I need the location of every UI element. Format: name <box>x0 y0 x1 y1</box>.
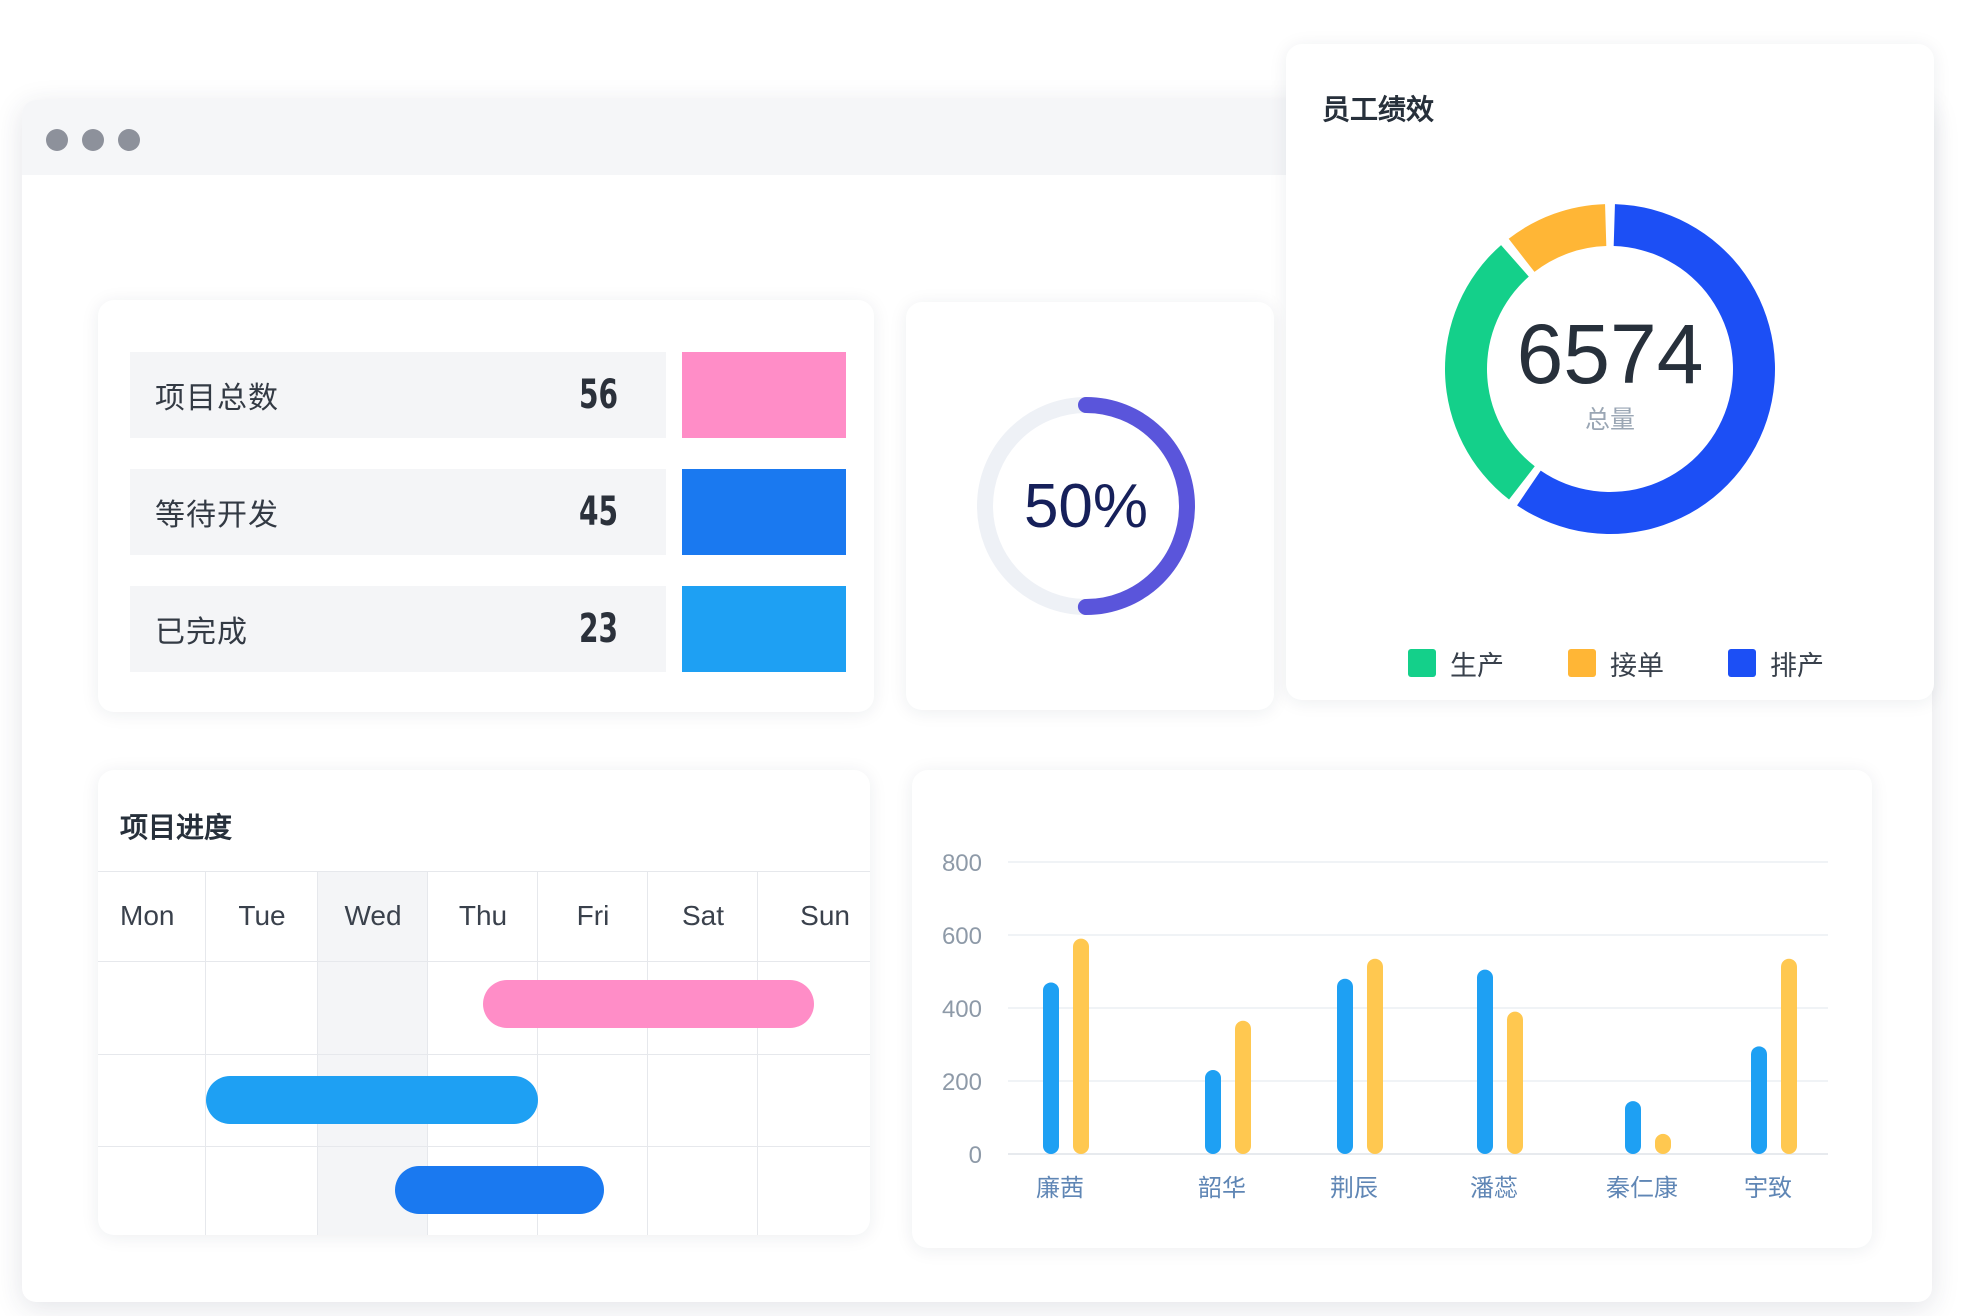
legend-swatch <box>1408 649 1436 677</box>
legend-swatch <box>1728 649 1756 677</box>
gantt-task-bar[interactable] <box>395 1166 604 1214</box>
donut-segment-1[interactable] <box>1508 204 1607 272</box>
x-tick-label: 宇致 <box>1744 1174 1792 1202</box>
gauge-percent-text: 50% <box>1023 471 1149 541</box>
gantt-day-label: Fri <box>576 900 610 931</box>
bar-blue[interactable] <box>1205 1070 1221 1154</box>
stat-row-done: 已完成 23 <box>130 586 666 672</box>
x-tick-label: 秦仁康 <box>1606 1174 1678 1202</box>
bar-yellow[interactable] <box>1367 958 1383 1154</box>
window-maximize-dot[interactable] <box>118 129 140 151</box>
stat-swatch-pending <box>682 469 846 555</box>
stat-row-total: 项目总数 56 <box>130 352 666 438</box>
donut-total-label: 总量 <box>1584 405 1635 434</box>
bar-yellow[interactable] <box>1073 938 1089 1154</box>
legend-label: 排产 <box>1770 650 1824 682</box>
bar-chart: 0 200 400 600 800 廉茜 韶华 荆辰 潘蕊 秦仁康 宇致 <box>942 850 1828 1202</box>
gantt-column-tue <box>206 871 318 1235</box>
stat-value: 45 <box>578 489 618 535</box>
window-minimize-dot[interactable] <box>82 129 104 151</box>
bar-yellow[interactable] <box>1655 1133 1671 1154</box>
stat-label: 项目总数 <box>155 381 279 416</box>
gantt-task-bar[interactable] <box>206 1076 538 1124</box>
gantt-column-fri <box>538 871 648 1235</box>
bar-blue[interactable] <box>1625 1101 1641 1154</box>
gantt-day-label: Mon <box>120 900 175 931</box>
legend-label: 接单 <box>1610 650 1664 682</box>
y-tick-label: 200 <box>942 1069 982 1096</box>
bar-yellow[interactable] <box>1235 1020 1251 1154</box>
employee-card-title: 员工绩效 <box>1322 93 1435 126</box>
x-tick-label: 韶华 <box>1198 1174 1246 1202</box>
stat-swatch-done <box>682 586 846 672</box>
stat-row-pending: 等待开发 45 <box>130 469 666 555</box>
legend-label: 生产 <box>1450 650 1504 682</box>
y-tick-label: 800 <box>942 850 982 877</box>
legend-item-orders[interactable]: 接单 <box>1568 648 1664 682</box>
gantt-title: 项目进度 <box>120 811 233 844</box>
legend-swatch <box>1568 649 1596 677</box>
gantt-day-label: Thu <box>458 900 508 931</box>
gantt-column-mon <box>98 871 206 1235</box>
gantt-day-label: Wed <box>344 900 402 931</box>
bar-blue[interactable] <box>1043 982 1059 1154</box>
gantt-task-bar[interactable] <box>483 980 814 1028</box>
employee-performance-card: 员工绩效 6574 总量 生产 接单 排产 <box>1286 44 1934 700</box>
gantt-grid: Mon Tue Wed Thu Fri Sat Sun <box>98 871 870 1235</box>
x-tick-label: 廉茜 <box>1036 1174 1084 1202</box>
progress-gauge <box>977 397 1195 615</box>
stat-value: 56 <box>578 372 618 418</box>
gantt-divider <box>98 871 870 872</box>
y-tick-label: 0 <box>969 1142 982 1169</box>
legend-item-production[interactable]: 生产 <box>1408 648 1504 682</box>
y-tick-label: 600 <box>942 923 982 950</box>
stat-label: 已完成 <box>155 615 248 650</box>
stat-swatch-total <box>682 352 846 438</box>
x-tick-label: 荆辰 <box>1330 1174 1378 1202</box>
project-progress-card: 项目进度 Mon Tue Wed Thu Fri Sat Sun <box>98 770 870 1235</box>
progress-gauge-card: 50% <box>906 302 1274 710</box>
employee-donut-chart <box>1445 204 1775 534</box>
donut-segment-0[interactable] <box>1445 245 1535 500</box>
window-close-dot[interactable] <box>46 129 68 151</box>
gantt-divider <box>98 961 870 962</box>
legend-item-scheduling[interactable]: 排产 <box>1728 648 1824 682</box>
project-stats-card: 项目总数 56 等待开发 45 已完成 23 <box>98 300 874 712</box>
gantt-column-sat <box>648 871 758 1235</box>
gantt-divider <box>98 1054 870 1055</box>
donut-total-value: 6574 <box>1516 307 1704 401</box>
bar-blue[interactable] <box>1477 969 1493 1154</box>
stat-value: 23 <box>578 606 618 652</box>
gauge-arc <box>977 397 1195 615</box>
y-tick-label: 400 <box>942 996 982 1023</box>
donut-segment-2[interactable] <box>1517 204 1775 534</box>
stat-label: 等待开发 <box>155 498 279 533</box>
gantt-divider <box>98 1146 870 1147</box>
gantt-day-label: Sun <box>800 900 850 931</box>
gantt-day-label: Tue <box>238 900 286 931</box>
bar-blue[interactable] <box>1337 978 1353 1154</box>
bar-chart-card: 0 200 400 600 800 廉茜 韶华 荆辰 潘蕊 秦仁康 宇致 <box>912 770 1872 1248</box>
bar-yellow[interactable] <box>1507 1011 1523 1154</box>
bar-blue[interactable] <box>1751 1046 1767 1154</box>
x-tick-label: 潘蕊 <box>1470 1174 1518 1202</box>
bar-yellow[interactable] <box>1781 958 1797 1154</box>
gantt-day-label: Sat <box>681 900 725 931</box>
gantt-column-thu <box>428 871 538 1235</box>
